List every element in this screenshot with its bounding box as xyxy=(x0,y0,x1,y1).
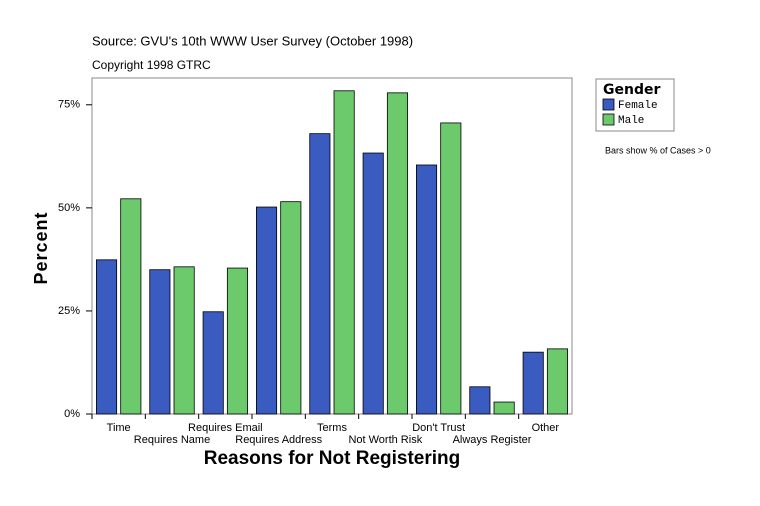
y-tick-label: 50% xyxy=(58,202,80,214)
bar xyxy=(202,311,224,415)
bar xyxy=(255,206,278,415)
bar xyxy=(522,351,544,415)
x-tick-label: Terms xyxy=(317,422,347,434)
bar xyxy=(309,133,331,415)
x-tick-label: Requires Address xyxy=(235,434,322,446)
x-tick-label: Requires Name xyxy=(134,434,210,446)
bar xyxy=(493,401,515,415)
subtitle: Source: GVU's 10th WWW User Survey (Octo… xyxy=(92,33,413,48)
bar xyxy=(469,386,491,415)
x-tick-label: Don't Trust xyxy=(412,422,465,434)
y-tick-label: 75% xyxy=(58,99,80,111)
y-tick-label: 0% xyxy=(64,408,80,420)
legend-label: Male xyxy=(618,115,644,127)
x-tick-label: Always Register xyxy=(453,434,532,446)
bar xyxy=(173,266,195,415)
x-tick-label: Not Worth Risk xyxy=(348,434,422,446)
bar xyxy=(280,201,302,415)
bar xyxy=(333,90,355,415)
bar xyxy=(362,152,384,415)
bar xyxy=(546,348,568,415)
bar xyxy=(96,259,118,415)
legend-title: Gender xyxy=(603,82,660,98)
bar xyxy=(440,122,462,415)
plot-frame xyxy=(91,77,573,415)
x-tick-label: Time xyxy=(107,422,131,434)
note: Bars show % of Cases > 0 xyxy=(605,145,711,155)
bar xyxy=(226,267,248,415)
x-tick-label: Requires Email xyxy=(188,422,263,434)
legend-swatch xyxy=(602,98,615,111)
bar xyxy=(120,198,142,415)
legend-swatch xyxy=(602,113,615,126)
y-tick-label: 25% xyxy=(58,305,80,317)
x-axis-title: Reasons for Not Registering xyxy=(204,448,461,469)
x-tick-label: Other xyxy=(532,422,560,434)
bar xyxy=(149,269,171,415)
bar xyxy=(415,164,438,415)
bar xyxy=(386,92,409,415)
copyright: Copyright 1998 GTRC xyxy=(92,58,211,72)
y-axis-title: Percent xyxy=(31,211,51,284)
legend-label: Female xyxy=(618,100,658,112)
